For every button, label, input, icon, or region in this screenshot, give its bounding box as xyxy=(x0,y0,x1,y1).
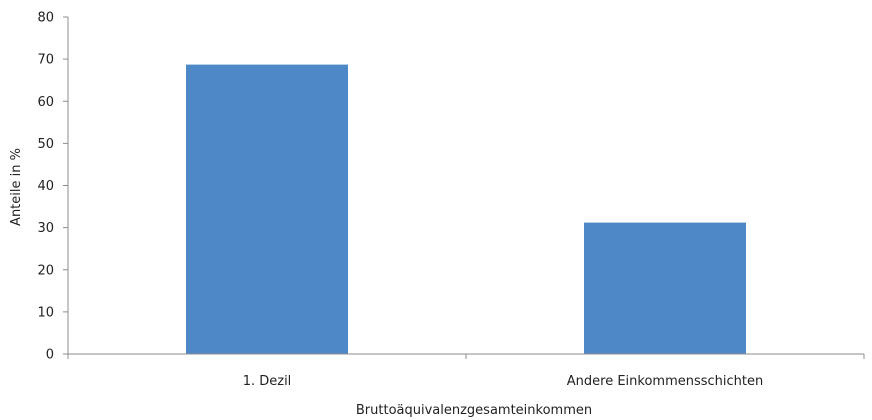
y-ticks-layer: 0 10 20 30 40 50 60 70 80 xyxy=(37,11,68,363)
x-category-label-0: 1. Dezil xyxy=(243,374,292,389)
y-tick-label: 60 xyxy=(37,95,54,110)
y-tick-label: 20 xyxy=(37,263,54,278)
y-axis-title: Anteile in % xyxy=(9,148,24,226)
y-tick-label: 40 xyxy=(37,179,54,194)
bars-layer xyxy=(186,64,746,354)
x-labels-layer: 1. Dezil Andere Einkommensschichten xyxy=(67,354,865,389)
y-tick-label: 50 xyxy=(37,137,54,152)
x-axis-title: Bruttoäquivalenzgesamteinkommen xyxy=(356,403,592,418)
y-tick-label: 10 xyxy=(37,305,54,320)
y-tick-label: 0 xyxy=(46,348,54,363)
y-tick-label: 70 xyxy=(37,53,54,68)
y-tick-label: 80 xyxy=(37,11,54,26)
x-category-label-1: Andere Einkommensschichten xyxy=(567,374,764,389)
y-tick-label: 30 xyxy=(37,221,54,236)
bar-0 xyxy=(186,64,348,354)
bar-1 xyxy=(584,222,746,354)
